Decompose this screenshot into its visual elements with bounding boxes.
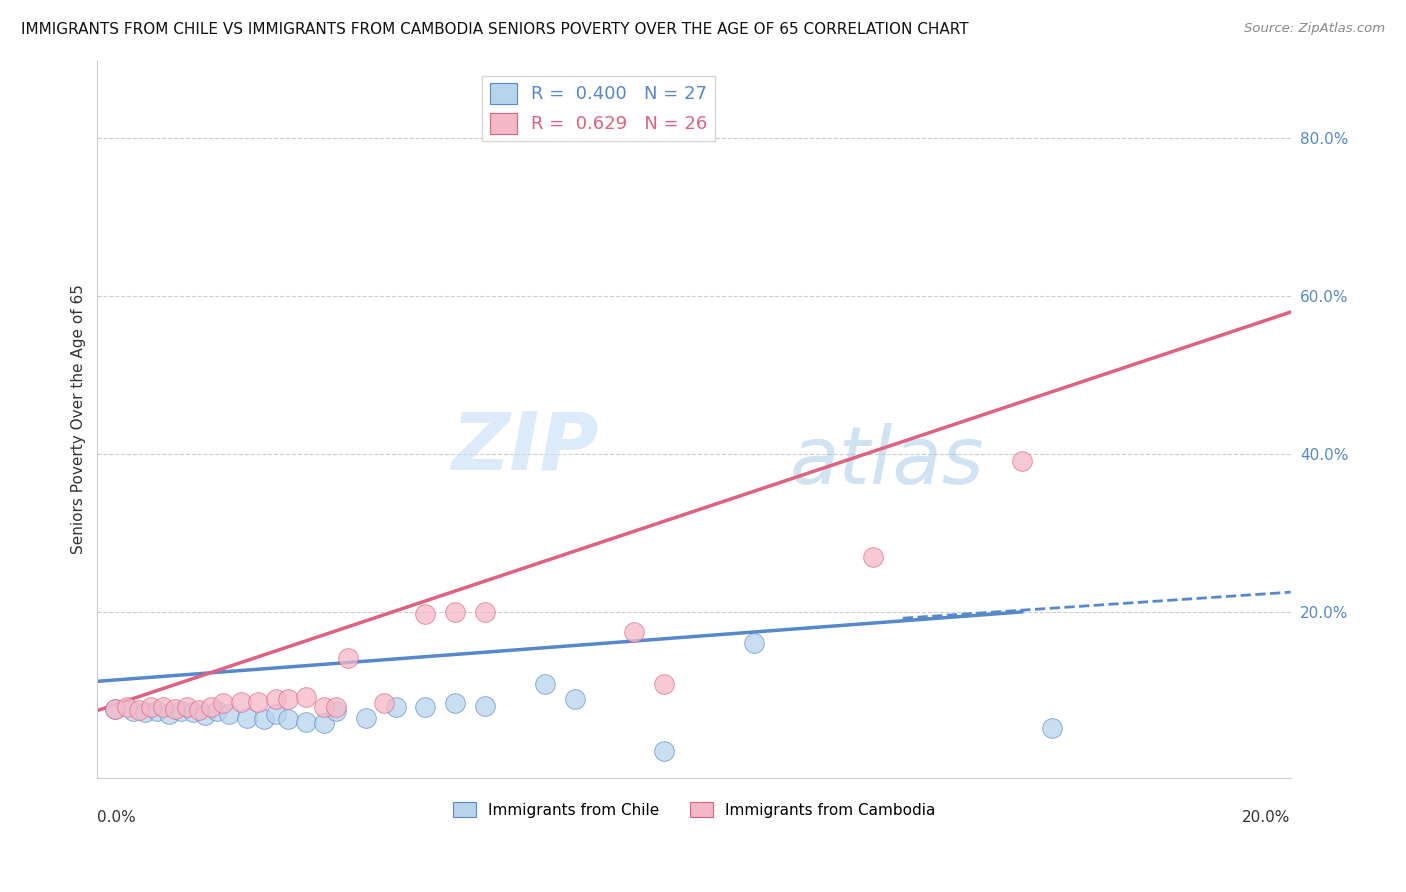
- Legend: R =  0.400   N = 27, R =  0.629   N = 26: R = 0.400 N = 27, R = 0.629 N = 26: [482, 76, 714, 141]
- Text: Source: ZipAtlas.com: Source: ZipAtlas.com: [1244, 22, 1385, 36]
- Point: [474, 635, 496, 649]
- Y-axis label: Seniors Poverty Over the Age of 65: Seniors Poverty Over the Age of 65: [72, 284, 86, 554]
- Point: [533, 591, 555, 605]
- Point: [652, 591, 675, 605]
- Point: [134, 648, 156, 663]
- Point: [336, 540, 359, 554]
- Point: [122, 646, 145, 660]
- Point: [128, 642, 150, 657]
- Point: [277, 622, 299, 636]
- Point: [277, 662, 299, 676]
- Point: [325, 638, 347, 652]
- Point: [170, 646, 193, 660]
- Point: [354, 658, 377, 673]
- Point: [295, 666, 318, 681]
- Point: [218, 650, 240, 665]
- Point: [157, 650, 180, 665]
- Point: [235, 658, 257, 673]
- Point: [474, 447, 496, 461]
- Point: [211, 630, 233, 644]
- Point: [194, 654, 217, 668]
- Point: [564, 622, 586, 636]
- Text: atlas: atlas: [789, 423, 984, 500]
- Point: [444, 630, 467, 644]
- Point: [652, 724, 675, 739]
- Point: [266, 650, 288, 665]
- Point: [312, 636, 335, 650]
- Point: [104, 640, 127, 655]
- Point: [253, 662, 276, 676]
- Point: [163, 640, 186, 655]
- Point: [415, 450, 437, 465]
- Point: [312, 670, 335, 684]
- Point: [1011, 145, 1033, 160]
- Point: [115, 638, 138, 652]
- Point: [176, 638, 198, 652]
- Point: [104, 640, 127, 655]
- Text: ZIP: ZIP: [451, 409, 599, 486]
- Point: [181, 648, 204, 663]
- Point: [295, 616, 318, 631]
- Point: [623, 488, 645, 502]
- Point: [205, 646, 228, 660]
- Point: [325, 646, 347, 660]
- Point: [1040, 680, 1063, 694]
- Point: [139, 638, 162, 652]
- Point: [415, 638, 437, 652]
- Point: [229, 627, 252, 641]
- Point: [266, 621, 288, 635]
- Point: [200, 638, 222, 652]
- Point: [187, 642, 209, 657]
- Text: IMMIGRANTS FROM CHILE VS IMMIGRANTS FROM CAMBODIA SENIORS POVERTY OVER THE AGE O: IMMIGRANTS FROM CHILE VS IMMIGRANTS FROM…: [21, 22, 969, 37]
- Point: [247, 627, 270, 641]
- Text: 0.0%: 0.0%: [97, 810, 136, 825]
- Point: [146, 646, 169, 660]
- Point: [373, 630, 395, 644]
- Point: [742, 508, 765, 523]
- Text: 20.0%: 20.0%: [1243, 810, 1291, 825]
- Point: [444, 447, 467, 461]
- Point: [862, 338, 884, 352]
- Point: [152, 638, 174, 652]
- Point: [384, 638, 406, 652]
